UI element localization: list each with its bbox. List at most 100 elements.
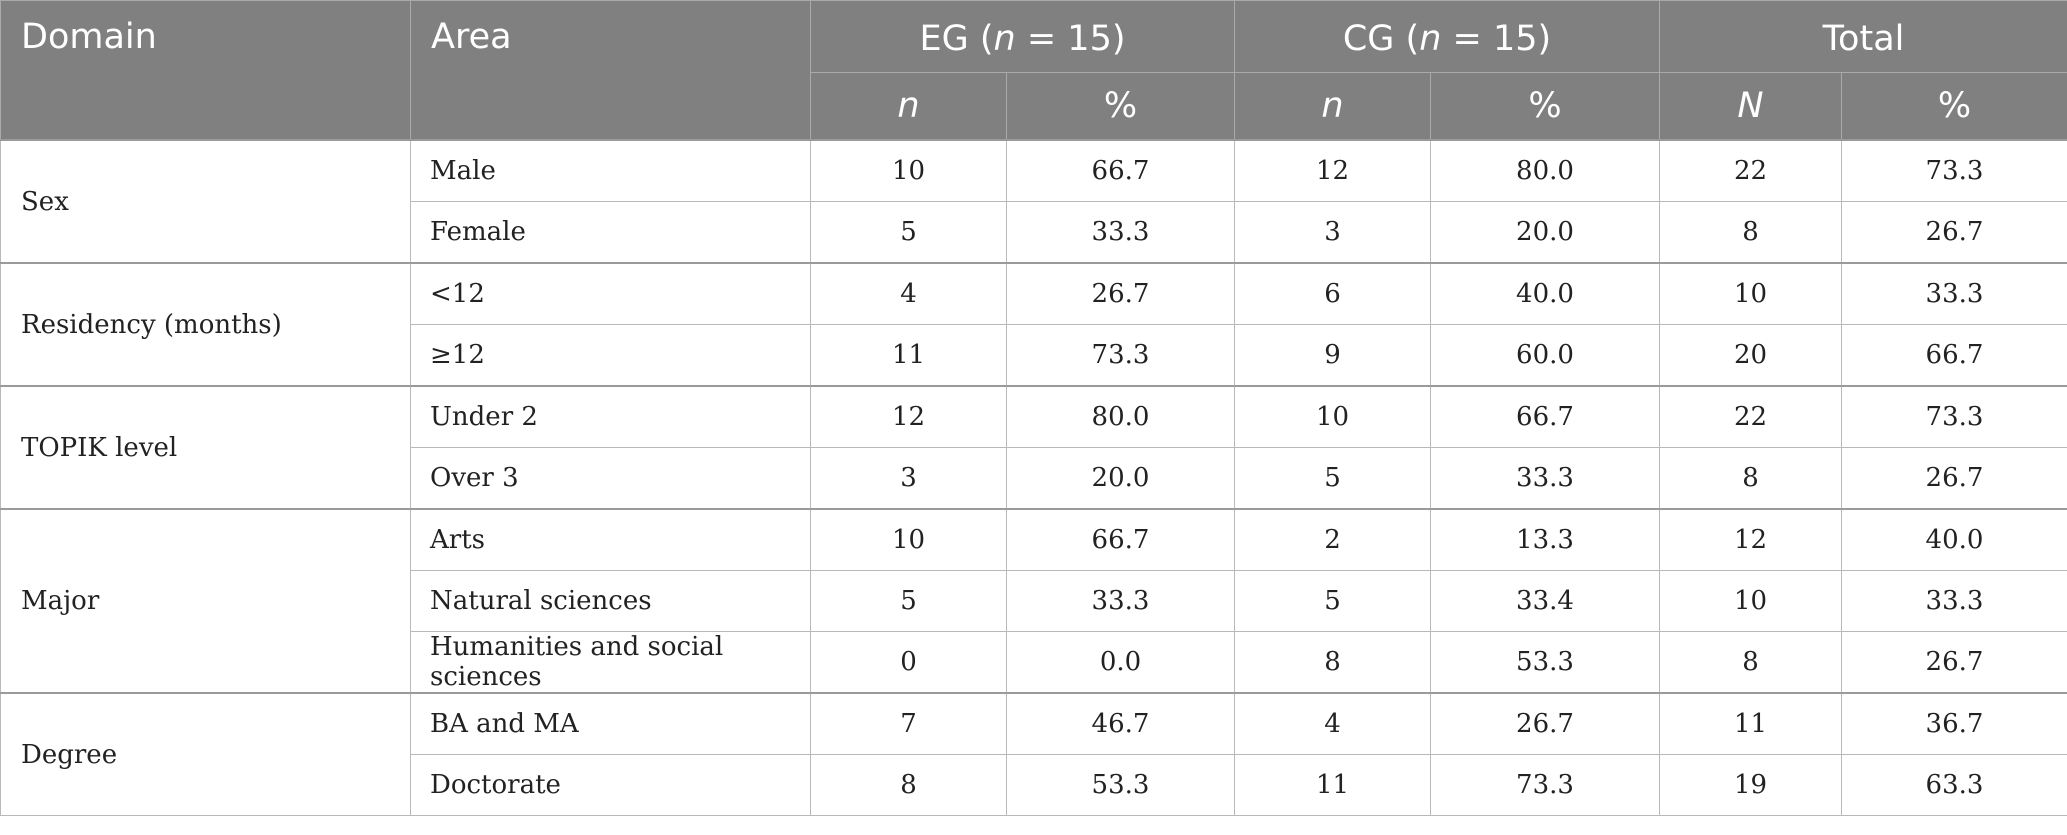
table-row: Doctorate 8 53.3 11 73.3 19 63.3	[1, 754, 2067, 816]
cg-pct-cell: 73.3	[1430, 754, 1660, 816]
table-row: TOPIK level Under 2 12 80.0 10 66.7 22 7…	[0, 385, 2067, 510]
cg-n-cell: 6	[1234, 262, 1431, 325]
total-pct-cell: 73.3	[1841, 139, 2067, 202]
total-n-cell: 11	[1659, 692, 1842, 755]
total-n-cell: 22	[1659, 139, 1842, 202]
domain-cell: Degree	[0, 692, 411, 816]
header-area: Area	[410, 0, 811, 141]
total-pct-cell: 33.3	[1841, 570, 2067, 632]
header-eg-name: EG (	[919, 18, 994, 59]
total-n-cell: 8	[1659, 201, 1842, 264]
eg-pct-cell: 53.3	[1006, 754, 1235, 816]
eg-n-cell: 3	[810, 447, 1007, 510]
cg-n-cell: 11	[1234, 754, 1431, 816]
total-pct-cell: 26.7	[1841, 447, 2067, 510]
area-cell: Humanities and social sciences	[410, 631, 811, 694]
eg-n-cell: 10	[810, 139, 1007, 202]
table-row: Humanities and social sciences 0 0.0 8 5…	[1, 631, 2067, 694]
total-pct-cell: 66.7	[1841, 324, 2067, 387]
total-pct-cell: 33.3	[1841, 262, 2067, 325]
cg-pct-cell: 80.0	[1430, 139, 1660, 202]
total-pct-cell: 40.0	[1841, 508, 2067, 571]
cg-n-cell: 4	[1234, 692, 1431, 755]
cg-n-cell: 9	[1234, 324, 1431, 387]
header-cg-rest: = 15)	[1441, 18, 1552, 59]
eg-n-cell: 12	[810, 385, 1007, 448]
cg-pct-cell: 66.7	[1430, 385, 1660, 448]
eg-pct-cell: 0.0	[1006, 631, 1235, 694]
domain-cell: Major	[0, 508, 411, 694]
eg-pct-cell: 33.3	[1006, 570, 1235, 632]
table-row: Sex Male 10 66.7 12 80.0 22 73.3	[0, 139, 2067, 264]
total-pct-cell: 26.7	[1841, 631, 2067, 694]
demographics-table: Domain Area EG (n = 15) CG (n = 15) Tota…	[0, 0, 2067, 816]
eg-pct-cell: 73.3	[1006, 324, 1235, 387]
eg-n-cell: 11	[810, 324, 1007, 387]
total-n-cell: 22	[1659, 385, 1842, 448]
header-cg-percent: %	[1430, 72, 1660, 141]
eg-pct-cell: 66.7	[1006, 508, 1235, 571]
header-row-sub: n % n % N %	[1, 72, 2067, 141]
table-row: Major Arts 10 66.7 2 13.3 12 40.0	[0, 508, 2067, 694]
total-pct-cell: 63.3	[1841, 754, 2067, 816]
cg-pct-cell: 13.3	[1430, 508, 1660, 571]
eg-pct-cell: 80.0	[1006, 385, 1235, 448]
area-cell: Natural sciences	[410, 570, 811, 632]
area-cell: Male	[410, 139, 811, 202]
eg-pct-cell: 33.3	[1006, 201, 1235, 264]
domain-cell: Residency (months)	[0, 262, 411, 387]
cg-n-cell: 12	[1234, 139, 1431, 202]
total-n-cell: 20	[1659, 324, 1842, 387]
area-cell: Female	[410, 201, 811, 264]
header-row-top: Domain Area EG (n = 15) CG (n = 15) Tota…	[0, 0, 2067, 141]
area-cell: Doctorate	[410, 754, 811, 816]
eg-pct-cell: 20.0	[1006, 447, 1235, 510]
cg-pct-cell: 20.0	[1430, 201, 1660, 264]
area-cell: Under 2	[410, 385, 811, 448]
domain-cell: Sex	[0, 139, 411, 264]
table-row: Natural sciences 5 33.3 5 33.4 10 33.3	[1, 570, 2067, 632]
cg-n-cell: 2	[1234, 508, 1431, 571]
eg-n-cell: 5	[810, 201, 1007, 264]
total-pct-cell: 73.3	[1841, 385, 2067, 448]
total-n-cell: 10	[1659, 570, 1842, 632]
header-cg-name: CG (	[1342, 18, 1420, 59]
eg-n-cell: 4	[810, 262, 1007, 325]
cg-n-cell: 5	[1234, 447, 1431, 510]
header-domain: Domain	[0, 0, 411, 141]
cg-n-cell: 3	[1234, 201, 1431, 264]
table-row: Degree BA and MA 7 46.7 4 26.7 11 36.7	[0, 692, 2067, 816]
cg-pct-cell: 53.3	[1430, 631, 1660, 694]
total-pct-cell: 26.7	[1841, 201, 2067, 264]
total-n-cell: 10	[1659, 262, 1842, 325]
cg-n-cell: 5	[1234, 570, 1431, 632]
header-eg-n: n	[993, 18, 1016, 59]
area-cell: <12	[410, 262, 811, 325]
eg-n-cell: 5	[810, 570, 1007, 632]
eg-pct-cell: 66.7	[1006, 139, 1235, 202]
header-total-count: N	[1659, 72, 1842, 141]
table-row: ≥12 11 73.3 9 60.0 20 66.7	[1, 324, 2067, 387]
cg-pct-cell: 40.0	[1430, 262, 1660, 325]
table-header: Domain Area EG (n = 15) CG (n = 15) Tota…	[0, 0, 2067, 141]
header-total-percent: %	[1841, 72, 2067, 141]
header-eg-count: n	[810, 72, 1007, 141]
total-n-cell: 19	[1659, 754, 1842, 816]
table-body: Sex Male 10 66.7 12 80.0 22 73.3 Female …	[0, 139, 2067, 816]
cg-pct-cell: 33.4	[1430, 570, 1660, 632]
area-cell: Over 3	[410, 447, 811, 510]
area-cell: BA and MA	[410, 692, 811, 755]
total-n-cell: 8	[1659, 631, 1842, 694]
cg-pct-cell: 60.0	[1430, 324, 1660, 387]
table-row: Residency (months) <12 4 26.7 6 40.0 10 …	[0, 262, 2067, 387]
header-cg: CG (n = 15)	[1234, 0, 1660, 73]
cg-n-cell: 10	[1234, 385, 1431, 448]
header-eg: EG (n = 15)	[810, 0, 1235, 73]
header-total: Total	[1659, 0, 2067, 73]
total-n-cell: 8	[1659, 447, 1842, 510]
total-n-cell: 12	[1659, 508, 1842, 571]
eg-n-cell: 7	[810, 692, 1007, 755]
header-cg-n: n	[1419, 18, 1442, 59]
eg-pct-cell: 46.7	[1006, 692, 1235, 755]
header-eg-rest: = 15)	[1015, 18, 1126, 59]
